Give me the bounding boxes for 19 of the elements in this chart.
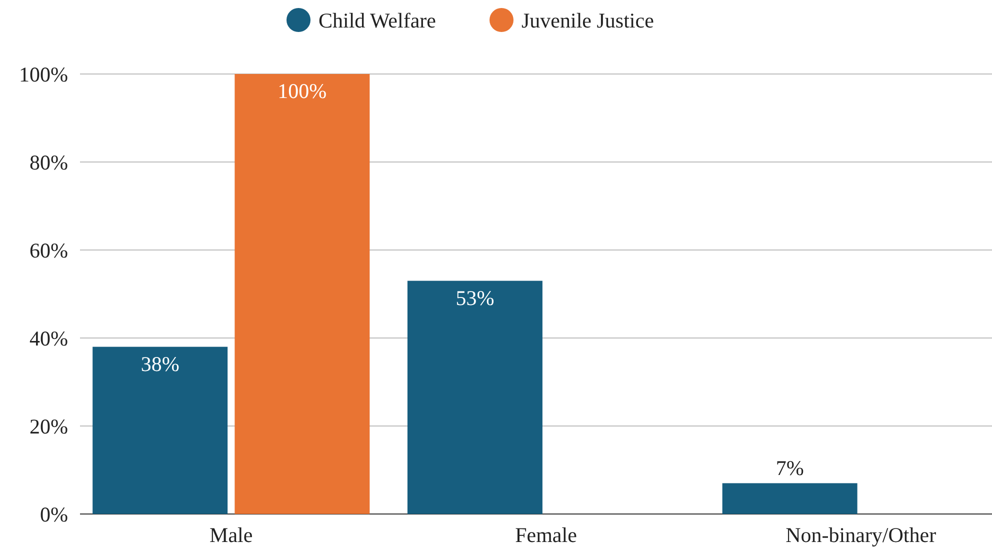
y-tick-label: 40% [30, 326, 68, 350]
bar [407, 280, 542, 514]
x-tick-label: Non-binary/Other [786, 523, 936, 547]
bar [92, 346, 228, 514]
data-label: 7% [776, 456, 804, 480]
data-label: 38% [140, 352, 180, 376]
bar [234, 74, 370, 514]
legend-label: Child Welfare [318, 8, 436, 32]
y-tick-label: 60% [30, 238, 68, 262]
y-tick-label: 20% [30, 414, 68, 438]
bar [722, 483, 858, 514]
y-tick-label: 100% [19, 62, 68, 86]
legend-label: Juvenile Justice [522, 8, 654, 32]
x-tick-label: Female [515, 523, 577, 547]
data-label: 53% [456, 286, 494, 310]
x-tick-label: Male [210, 523, 253, 547]
y-tick-label: 80% [30, 150, 68, 174]
y-tick-label: 0% [40, 502, 68, 526]
data-label: 100% [278, 79, 327, 103]
